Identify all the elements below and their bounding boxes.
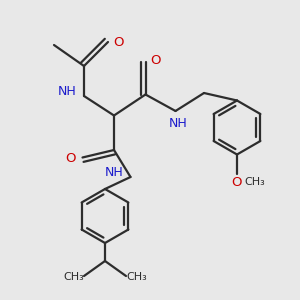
Text: CH₃: CH₃: [126, 272, 147, 283]
Text: CH₃: CH₃: [63, 272, 84, 283]
Text: O: O: [113, 35, 124, 49]
Text: NH: NH: [169, 116, 188, 130]
Text: NH: NH: [58, 85, 77, 98]
Text: O: O: [151, 53, 161, 67]
Text: CH₃: CH₃: [244, 177, 266, 188]
Text: O: O: [65, 152, 76, 166]
Text: O: O: [232, 176, 242, 189]
Text: NH: NH: [105, 166, 123, 179]
